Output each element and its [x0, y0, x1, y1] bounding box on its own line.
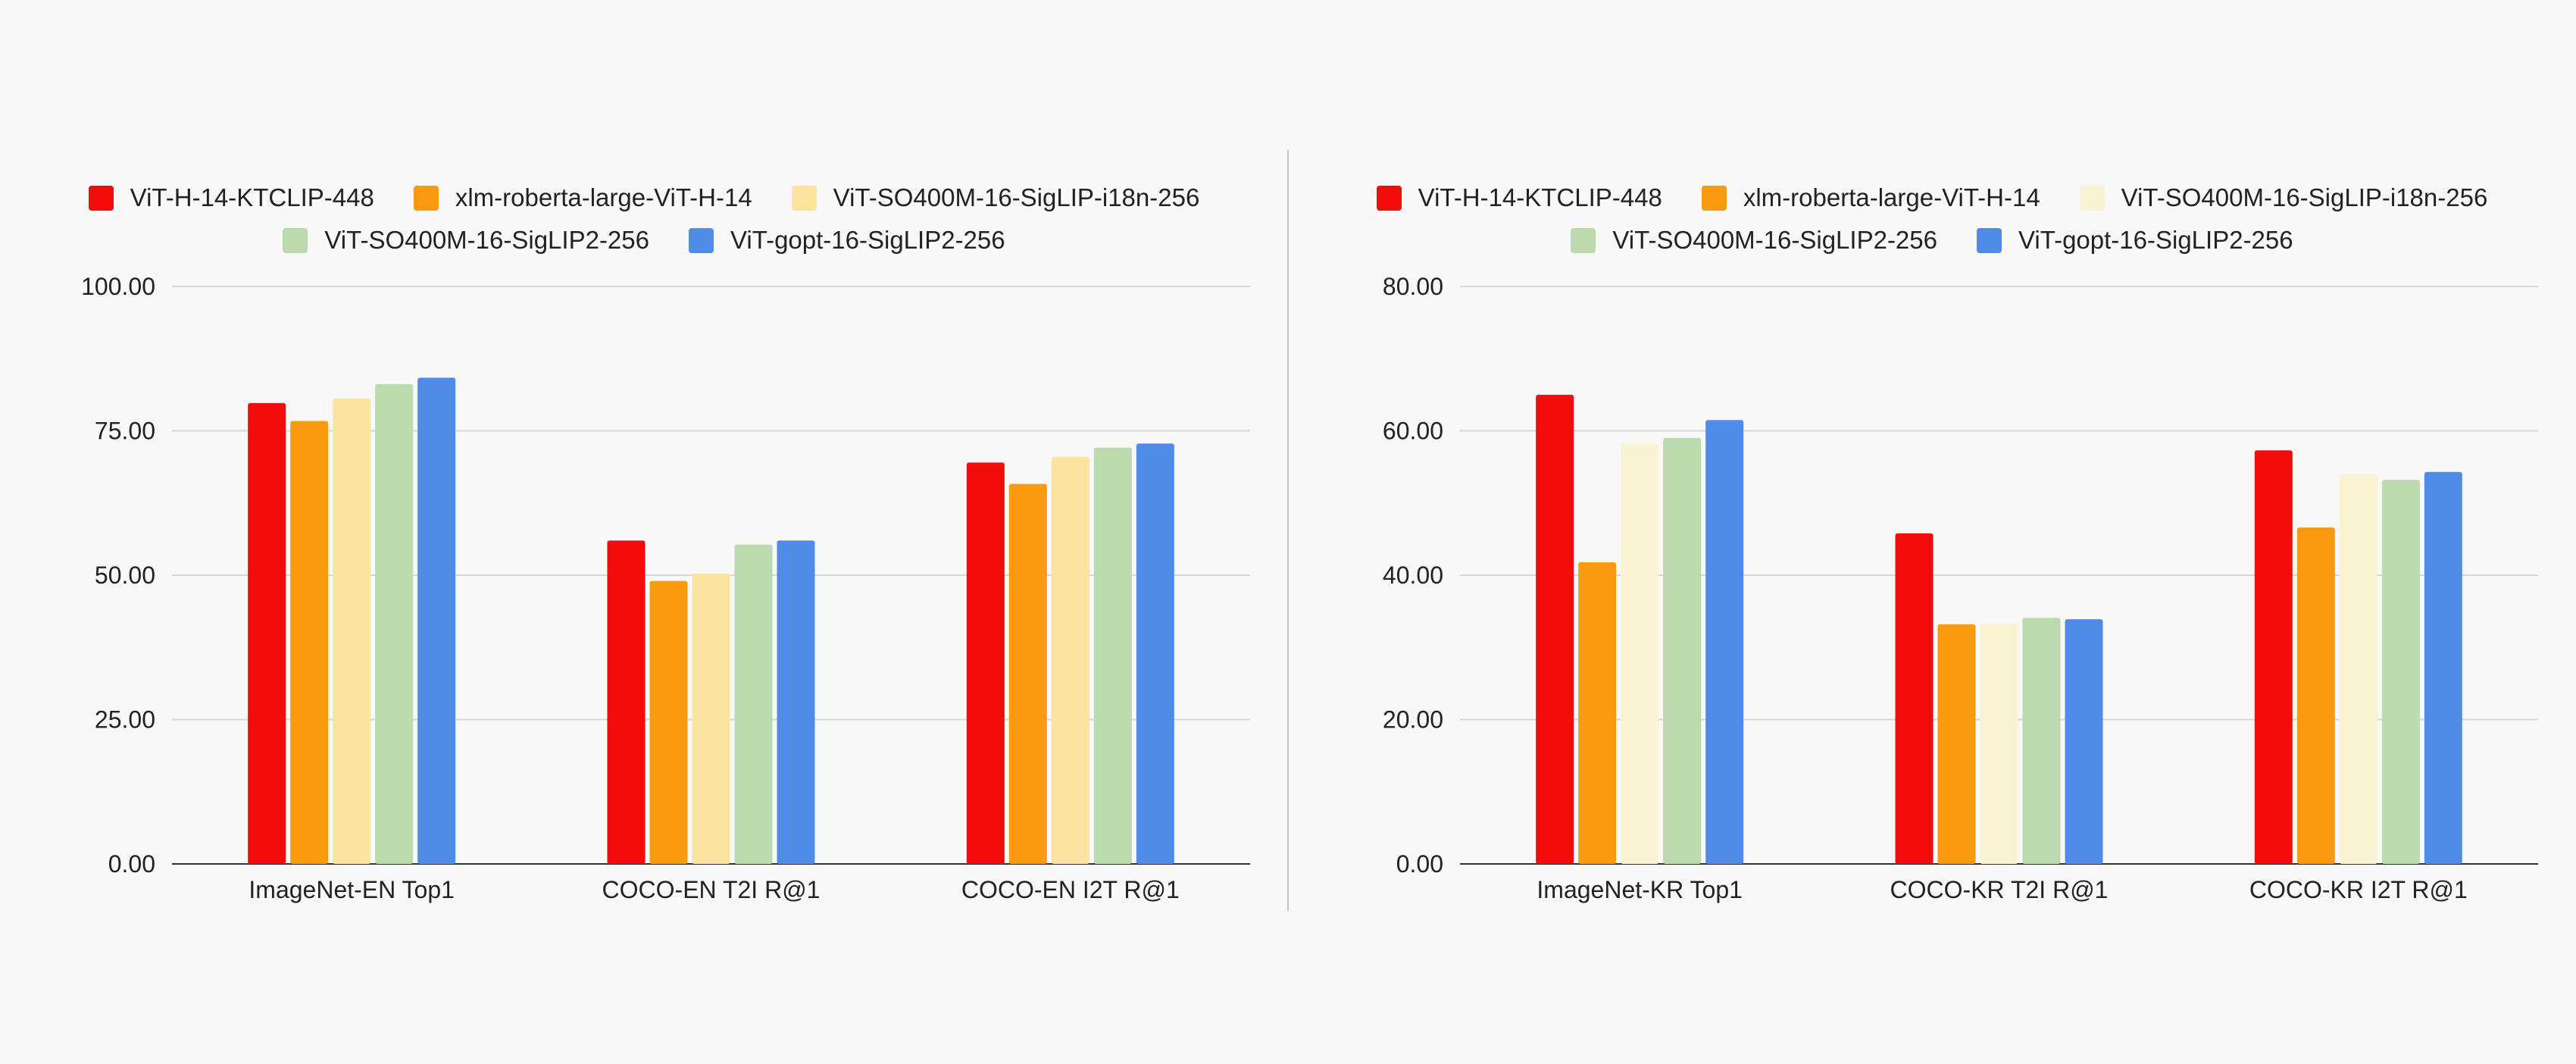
- bar[interactable]: [1578, 562, 1617, 864]
- chart-panel-left: ViT-H-14-KTCLIP-448 xlm-roberta-large-Vi…: [0, 177, 1288, 903]
- y-tick-label: 0.00: [1396, 850, 1443, 878]
- bar[interactable]: [966, 462, 1005, 864]
- bar[interactable]: [1051, 456, 1089, 864]
- legend-row-1: ViT-H-14-KTCLIP-448 xlm-roberta-large-Vi…: [1288, 177, 2576, 219]
- legend-item[interactable]: ViT-SO400M-16-SigLIP-i18n-256: [2079, 183, 2488, 212]
- legend-item[interactable]: ViT-H-14-KTCLIP-448: [1376, 183, 1662, 212]
- x-tick-label: ImageNet-EN Top1: [249, 876, 455, 903]
- bar[interactable]: [1705, 420, 1744, 864]
- legend-swatch: [1977, 227, 2002, 253]
- legend-row-2: ViT-SO400M-16-SigLIP2-256 ViT-gopt-16-Si…: [1288, 219, 2576, 261]
- bar[interactable]: [1621, 443, 1659, 864]
- y-tick-label: 40.00: [1383, 562, 1443, 589]
- bar[interactable]: [2022, 618, 2061, 864]
- legend-label: ViT-SO400M-16-SigLIP-i18n-256: [833, 183, 1200, 211]
- y-tick-label: 20.00: [1383, 706, 1443, 734]
- legend-item[interactable]: ViT-SO400M-16-SigLIP2-256: [283, 226, 649, 255]
- legend: ViT-H-14-KTCLIP-448 xlm-roberta-large-Vi…: [0, 177, 1288, 261]
- legend-item[interactable]: ViT-SO400M-16-SigLIP2-256: [1571, 226, 1937, 255]
- legend-swatch: [1701, 185, 1727, 211]
- bar[interactable]: [692, 573, 730, 864]
- legend-label: ViT-gopt-16-SigLIP2-256: [730, 226, 1005, 254]
- legend-swatch: [2079, 185, 2105, 211]
- legend-swatch: [88, 185, 114, 211]
- legend-label: xlm-roberta-large-ViT-H-14: [1743, 183, 2040, 211]
- bar[interactable]: [2339, 474, 2377, 864]
- legend-swatch: [283, 227, 308, 253]
- y-tick-label: 80.00: [1383, 273, 1443, 300]
- legend-swatch: [413, 185, 439, 211]
- bar[interactable]: [734, 544, 773, 864]
- legend-label: ViT-SO400M-16-SigLIP2-256: [1612, 226, 1937, 254]
- x-tick-label: COCO-EN I2T R@1: [961, 876, 1180, 903]
- bar[interactable]: [2424, 471, 2462, 864]
- y-tick-label: 100.00: [81, 273, 155, 300]
- y-tick-label: 50.00: [95, 562, 155, 589]
- legend-swatch: [1571, 227, 1596, 253]
- y-tick-label: 60.00: [1383, 418, 1443, 445]
- legend-label: ViT-SO400M-16-SigLIP-i18n-256: [2121, 183, 2488, 211]
- bar[interactable]: [777, 540, 815, 864]
- y-tick-label: 0.00: [108, 850, 155, 878]
- bar[interactable]: [649, 581, 688, 864]
- bar[interactable]: [2296, 527, 2335, 864]
- bar[interactable]: [290, 421, 329, 864]
- x-tick-label: ImageNet-KR Top1: [1537, 876, 1743, 903]
- x-tick-label: COCO-KR T2I R@1: [1890, 876, 2109, 903]
- bar[interactable]: [375, 383, 414, 864]
- bar[interactable]: [2065, 619, 2103, 864]
- legend-swatch: [689, 227, 714, 253]
- bar[interactable]: [1937, 624, 1976, 864]
- y-tick-label: 75.00: [95, 418, 155, 445]
- legend-row-2: ViT-SO400M-16-SigLIP2-256 ViT-gopt-16-Si…: [0, 219, 1288, 261]
- legend-label: ViT-H-14-KTCLIP-448: [1418, 183, 1662, 211]
- bar-chart-en: 0.00 25.00 50.00 75.00 100.00 ImageNet-EN Top…: [81, 273, 1250, 903]
- legend-item[interactable]: ViT-SO400M-16-SigLIP-i18n-256: [791, 183, 1200, 212]
- legend-label: ViT-H-14-KTCLIP-448: [130, 183, 374, 211]
- bar[interactable]: [1008, 483, 1047, 864]
- bar[interactable]: [1136, 443, 1174, 864]
- x-tick-label: COCO-KR I2T R@1: [2249, 876, 2468, 903]
- legend-label: ViT-gopt-16-SigLIP2-256: [2018, 226, 2293, 254]
- bar[interactable]: [607, 540, 646, 864]
- bar[interactable]: [1663, 438, 1702, 864]
- legend-item[interactable]: ViT-gopt-16-SigLIP2-256: [1977, 226, 2293, 255]
- x-tick-label: COCO-EN T2I R@1: [602, 876, 821, 903]
- legend-row-1: ViT-H-14-KTCLIP-448 xlm-roberta-large-Vi…: [0, 177, 1288, 219]
- legend-item[interactable]: ViT-H-14-KTCLIP-448: [88, 183, 374, 212]
- panel-divider: [1287, 150, 1289, 911]
- bar[interactable]: [1895, 533, 1934, 864]
- legend-swatch: [791, 185, 817, 211]
- legend-item[interactable]: xlm-roberta-large-ViT-H-14: [1701, 183, 2040, 212]
- bar[interactable]: [2381, 480, 2420, 864]
- bar[interactable]: [417, 377, 456, 864]
- legend-item[interactable]: xlm-roberta-large-ViT-H-14: [413, 183, 752, 212]
- legend-item[interactable]: ViT-gopt-16-SigLIP2-256: [689, 226, 1005, 255]
- bar[interactable]: [1093, 447, 1132, 864]
- bar-chart-kr: 0.00 20.00 40.00 60.00 80.00 ImageNet-KR Top1…: [1383, 273, 2538, 903]
- legend-label: ViT-SO400M-16-SigLIP2-256: [324, 226, 649, 254]
- chart-panel-right: ViT-H-14-KTCLIP-448 xlm-roberta-large-Vi…: [1288, 0, 2576, 1064]
- bar[interactable]: [333, 398, 371, 864]
- bar[interactable]: [248, 402, 286, 864]
- bar[interactable]: [1536, 394, 1574, 864]
- legend: ViT-H-14-KTCLIP-448 xlm-roberta-large-Vi…: [1288, 177, 2576, 261]
- legend-swatch: [1376, 185, 1402, 211]
- bar[interactable]: [1980, 623, 2018, 864]
- y-tick-label: 25.00: [95, 706, 155, 734]
- legend-label: xlm-roberta-large-ViT-H-14: [455, 183, 752, 211]
- bar[interactable]: [2254, 450, 2293, 864]
